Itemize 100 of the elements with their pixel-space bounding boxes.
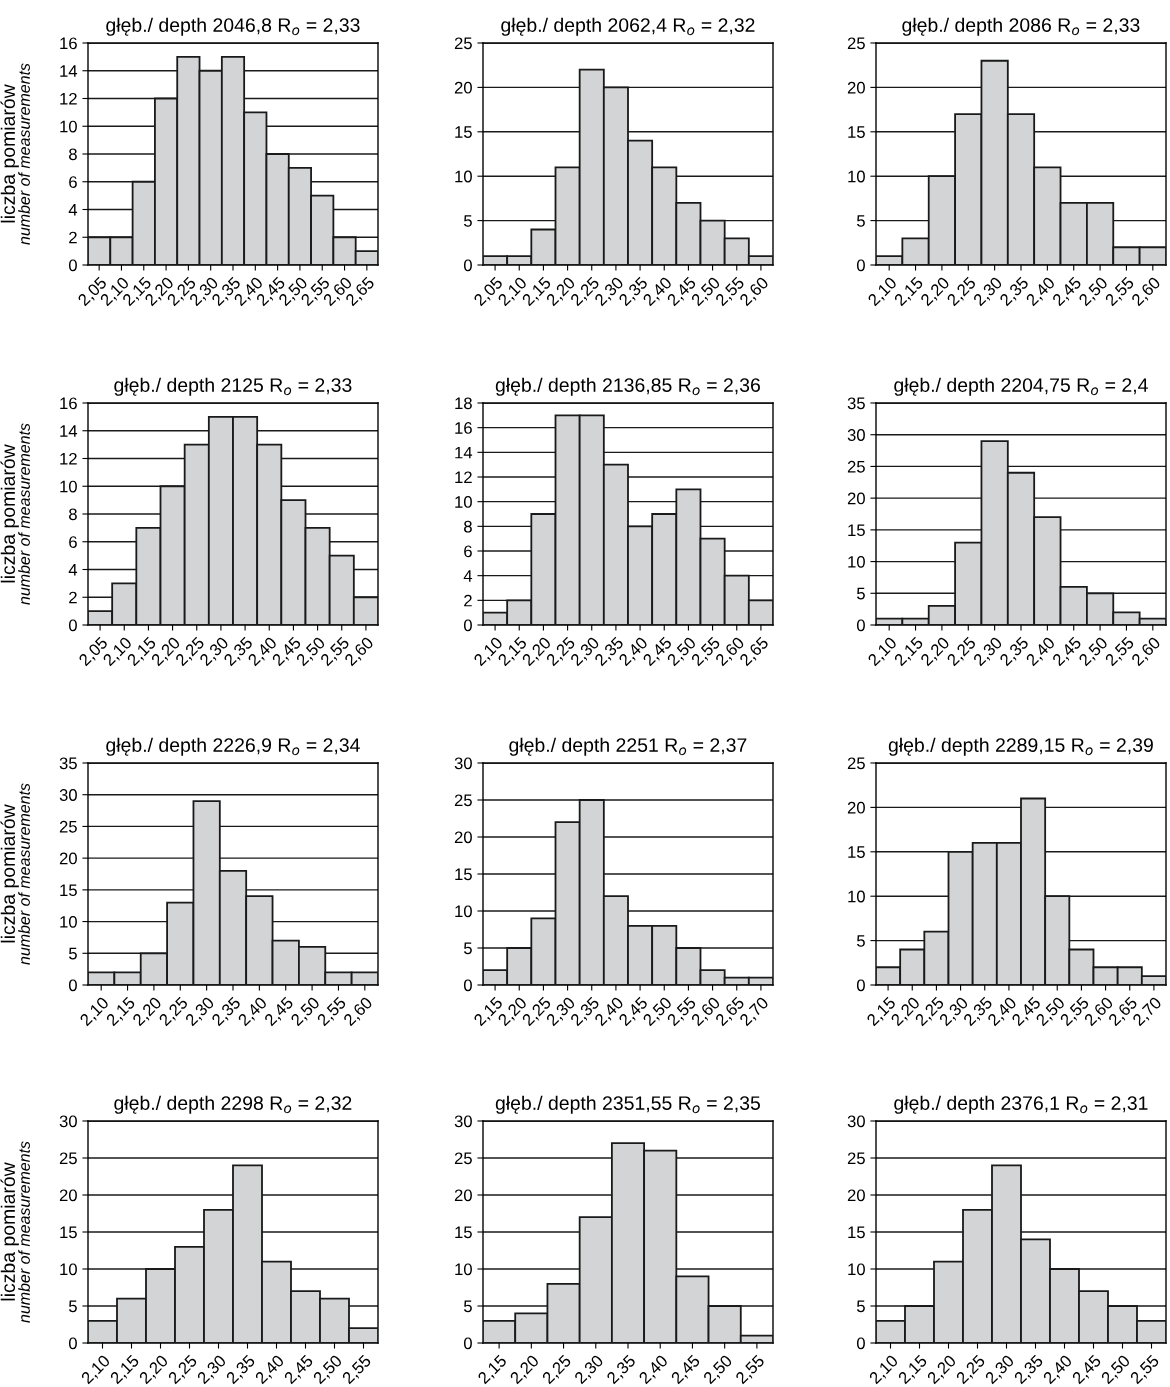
- y-tick-label: 20: [454, 1189, 472, 1202]
- y-tick-label: 5: [856, 1300, 865, 1313]
- y-tick-label: 35: [59, 757, 77, 770]
- y-tick-label: 10: [60, 480, 77, 493]
- y-tick-label: 10: [848, 170, 865, 183]
- y-tick-label: 25: [59, 820, 77, 833]
- y-tick-label: 5: [463, 215, 472, 227]
- y-axis-title: liczba pomiarów number of measurements: [0, 1141, 30, 1323]
- y-tick-label: 0: [463, 1337, 472, 1350]
- y-tick-label: 25: [847, 37, 865, 50]
- y-tick-label: 0: [463, 259, 472, 272]
- y-tick-label: 25: [454, 794, 472, 807]
- y-tick-label: 10: [455, 1263, 472, 1276]
- y-tick-label: 25: [847, 460, 865, 473]
- y-tick-label: 15: [60, 1226, 77, 1239]
- y-tick-label: 18: [455, 397, 472, 410]
- y-tick-label: 25: [454, 1152, 472, 1165]
- y-tick-label: 5: [68, 947, 77, 960]
- y-tick-label: 20: [847, 81, 865, 94]
- y-tick-label: 20: [454, 81, 472, 94]
- y-tick-label: 0: [856, 619, 865, 632]
- y-tick-label: 4: [463, 570, 473, 582]
- y-tick-label: 15: [848, 524, 865, 537]
- y-tick-label: 8: [69, 508, 77, 521]
- chart-title: głęb./ depth 2226,9 R$_{o}$ = 2,34: [106, 737, 360, 756]
- y-tick-label: 15: [848, 126, 865, 138]
- y-tick-label: 10: [60, 120, 77, 133]
- y-tick-label: 15: [455, 868, 472, 881]
- y-tick-label: 25: [847, 1152, 865, 1165]
- y-tick-label: 10: [60, 915, 77, 928]
- y-tick-label: 12: [60, 452, 77, 465]
- y-tick-label: 5: [463, 1300, 472, 1313]
- y-tick-label: 30: [59, 789, 77, 801]
- y-tick-label: 10: [60, 1263, 77, 1276]
- y-tick-label: 20: [59, 1189, 77, 1202]
- y-tick-label: 10: [455, 905, 472, 918]
- y-tick-label: 14: [455, 446, 473, 459]
- y-tick-label: 15: [848, 1226, 865, 1239]
- y-tick-label: 25: [847, 757, 865, 770]
- y-axis-title: liczba pomiarów number of measurements: [0, 63, 30, 245]
- y-tick-label: 14: [60, 425, 78, 437]
- y-tick-label: 30: [454, 1115, 472, 1128]
- y-tick-label: 0: [68, 979, 77, 992]
- y-axis-title: liczba pomiarów number of measurements: [0, 423, 30, 605]
- y-tick-label: 16: [60, 397, 77, 410]
- chart-title: głęb./ depth 2298 R$_{o}$ = 2,32: [114, 1095, 352, 1114]
- y-tick-label: 20: [59, 852, 77, 865]
- chart-title: głęb./ depth 2136,85 R$_{o}$ = 2,36: [495, 377, 760, 396]
- y-tick-label: 15: [848, 846, 865, 858]
- chart-title: głęb./ depth 2251 R$_{o}$ = 2,37: [509, 737, 747, 756]
- y-tick-label: 0: [68, 1337, 77, 1350]
- chart-title: głęb./ depth 2376,1 R$_{o}$ = 2,31: [894, 1095, 1148, 1114]
- y-tick-label: 12: [60, 92, 77, 105]
- y-tick-label: 25: [59, 1152, 77, 1165]
- y-tick-label: 0: [463, 979, 472, 992]
- y-tick-label: 5: [463, 942, 472, 955]
- y-tick-label: 12: [455, 471, 472, 484]
- y-tick-label: 8: [69, 148, 77, 161]
- y-axis-title: liczba pomiarów number of measurements: [0, 783, 30, 965]
- y-tick-label: 14: [60, 65, 78, 77]
- y-tick-label: 0: [463, 619, 472, 632]
- y-tick-label: 15: [455, 126, 472, 138]
- chart-title: głęb./ depth 2289,15 R$_{o}$ = 2,39: [888, 737, 1153, 756]
- y-tick-label: 8: [464, 520, 472, 533]
- y-tick-label: 10: [848, 890, 865, 903]
- y-tick-label: 30: [59, 1115, 77, 1128]
- chart-title: głęb./ depth 2351,55 R$_{o}$ = 2,35: [495, 1095, 760, 1114]
- y-tick-label: 0: [68, 619, 77, 632]
- chart-title: głęb./ depth 2062,4 R$_{o}$ = 2,32: [501, 17, 755, 36]
- y-tick-label: 20: [847, 492, 865, 505]
- y-tick-label: 20: [847, 801, 865, 814]
- y-tick-label: 4: [68, 564, 78, 576]
- y-tick-label: 5: [856, 587, 865, 600]
- y-tick-label: 2: [69, 591, 77, 604]
- y-tick-label: 5: [68, 1300, 77, 1313]
- y-tick-label: 10: [455, 170, 472, 183]
- y-tick-label: 0: [68, 259, 77, 272]
- y-tick-label: 15: [60, 884, 77, 897]
- y-tick-label: 5: [856, 215, 865, 227]
- x-tick-label: 2,50: [702, 1354, 735, 1386]
- y-tick-label: 0: [856, 1337, 865, 1350]
- y-tick-label: 10: [455, 496, 472, 508]
- chart-title: głęb./ depth 2204,75 R$_{o}$ = 2,4: [894, 377, 1148, 396]
- y-tick-label: 6: [69, 176, 77, 188]
- chart-title: głęb./ depth 2125 R$_{o}$ = 2,33: [114, 377, 352, 396]
- y-tick-label: 20: [454, 831, 472, 844]
- y-tick-label: 25: [454, 37, 472, 50]
- chart-title: głęb./ depth 2086 R$_{o}$ = 2,33: [902, 17, 1140, 36]
- y-tick-label: 6: [69, 536, 77, 548]
- y-tick-label: 2: [69, 231, 77, 244]
- y-tick-label: 0: [856, 979, 865, 992]
- y-tick-label: 10: [848, 555, 865, 568]
- y-tick-label: 30: [454, 757, 472, 770]
- y-tick-label: 5: [856, 935, 865, 947]
- y-tick-label: 10: [848, 1263, 865, 1276]
- chart-title: głęb./ depth 2046,8 R$_{o}$ = 2,33: [106, 17, 360, 36]
- y-tick-label: 20: [847, 1189, 865, 1202]
- y-tick-label: 16: [60, 37, 77, 50]
- y-tick-label: 0: [856, 259, 865, 272]
- y-tick-label: 30: [847, 429, 865, 441]
